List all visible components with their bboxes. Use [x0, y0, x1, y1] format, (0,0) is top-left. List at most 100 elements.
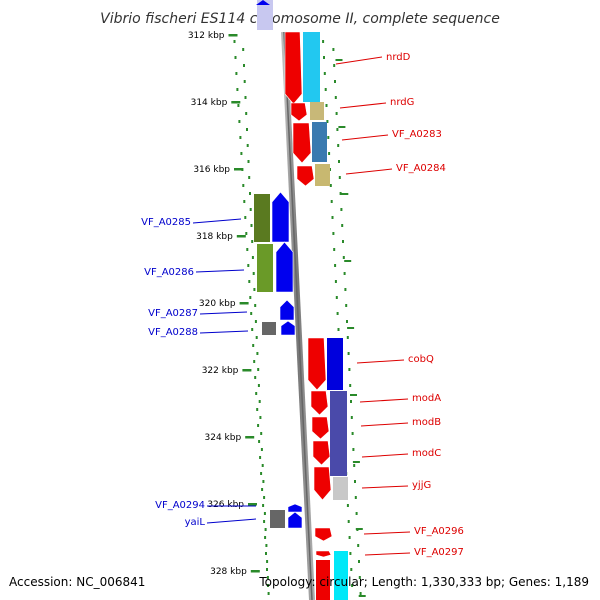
- gene-label-leader: [361, 453, 409, 458]
- gene-label-right[interactable]: modA: [412, 393, 441, 404]
- gene-VF_A0286-arrow: [275, 241, 294, 293]
- gene-label-right[interactable]: nrdD: [386, 52, 411, 63]
- kbp-label: 324 kbp: [205, 433, 242, 443]
- topology-label: Topology: circular; Length: 1,330,333 bp…: [258, 575, 589, 589]
- gene-VF_A0283-arrow: [292, 122, 312, 164]
- gene-VF_A0287-arrow: [279, 299, 295, 321]
- kbp-tick: [347, 327, 355, 329]
- right-track-outer: [332, 48, 362, 595]
- gene-label-left[interactable]: VF_A0285: [141, 217, 191, 228]
- left-track-inner: [242, 48, 270, 595]
- kbp-tick: [242, 369, 252, 372]
- gene-VF_A0288-arrow: [280, 320, 296, 336]
- gene-label-right[interactable]: modC: [412, 448, 441, 459]
- gene-label-leader: [363, 531, 411, 535]
- gene-label-left[interactable]: yaiL: [185, 517, 206, 528]
- gene-nrdG-cog: [310, 102, 324, 120]
- kbp-tick: [350, 394, 357, 396]
- gene-label-left[interactable]: VF_A0287: [148, 308, 198, 319]
- gene-VF_A0286-cog: [257, 244, 273, 292]
- gene-label-left[interactable]: VF_A0294: [155, 500, 205, 511]
- gene-label-right[interactable]: VF_A0297: [414, 547, 464, 558]
- top-gene-fragment: [256, 0, 273, 30]
- accession-label: Accession: NC_006841: [9, 575, 145, 589]
- gene-VF_A0294-arrow: [287, 503, 303, 513]
- gene-label-right[interactable]: modB: [412, 417, 441, 428]
- gene-label-right[interactable]: nrdG: [390, 97, 414, 108]
- gene-cobQ-cog: [327, 338, 343, 390]
- kbp-tick: [355, 528, 363, 530]
- chromosome-backbone: [281, 31, 315, 600]
- gene-label-leader: [345, 168, 393, 175]
- gene-label-leader: [360, 422, 409, 427]
- gene-yjjG-arrow: [313, 466, 332, 501]
- kbp-tick: [250, 570, 260, 573]
- gene-blocks: [254, 31, 348, 600]
- kbp-tick: [231, 101, 241, 104]
- kbp-tick: [344, 260, 352, 262]
- gene-VF_A0297-cog: [334, 551, 348, 600]
- kbp-label: 320 kbp: [199, 299, 236, 309]
- kbp-label: 326 kbp: [207, 500, 244, 510]
- kbp-label: 328 kbp: [210, 567, 247, 577]
- kbp-tick: [352, 461, 360, 463]
- ruler-tracks: [228, 34, 366, 597]
- kbp-tick: [245, 436, 255, 439]
- gene-nrdG-arrow: [290, 102, 308, 122]
- gene-label-leader: [356, 359, 405, 364]
- gene-label-right[interactable]: VF_A0283: [392, 129, 442, 140]
- gene-label-leader: [195, 269, 245, 273]
- gene-label-right[interactable]: cobQ: [408, 354, 434, 365]
- gene-VF_A0285-cog: [254, 194, 270, 242]
- gene-modC-arrow: [312, 440, 331, 466]
- gene-VF_A0285-arrow: [271, 191, 290, 243]
- kbp-labels: 312 kbp 314 kbp 316 kbp 318 kbp 320 kbp 322 k…: [188, 31, 247, 577]
- gene-label-right[interactable]: yjjG: [412, 480, 431, 491]
- kbp-label: 316 kbp: [193, 165, 230, 175]
- gene-yaiL-cog: [270, 510, 285, 528]
- gene-yjjG-cog: [333, 477, 348, 500]
- gene-nrdD-cog: [303, 32, 320, 102]
- gene-label-leader: [364, 552, 411, 556]
- kbp-tick: [248, 503, 257, 506]
- kbp-label: 322 kbp: [202, 366, 239, 376]
- gene-label-left[interactable]: VF_A0288: [148, 327, 198, 338]
- gene-VF_A0288-cog: [262, 322, 276, 335]
- gene-labels: nrdD nrdG VF_A0283 VF_A0284 cobQ modA modB modC…: [141, 52, 464, 558]
- kbp-tick: [341, 193, 349, 195]
- gene-yaiL-arrow: [287, 511, 303, 529]
- kbp-label: 312 kbp: [188, 31, 225, 41]
- kbp-tick: [335, 59, 343, 61]
- gene-nrdD-arrow: [284, 31, 303, 105]
- kbp-tick: [358, 595, 366, 597]
- gene-label-leader: [192, 218, 242, 224]
- gene-label-left[interactable]: VF_A0286: [144, 267, 194, 278]
- gene-label-leader: [206, 518, 257, 524]
- gene-VF_A0297-arrow: [315, 550, 332, 558]
- gene-mod-cog: [330, 391, 347, 476]
- gene-label-leader: [339, 102, 387, 109]
- kbp-tick: [338, 126, 346, 128]
- kbp-label: 318 kbp: [196, 232, 233, 242]
- map-title: Vibrio fischeri ES114 chromosome II, com…: [100, 11, 500, 27]
- kbp-tick: [236, 235, 246, 238]
- gene-modA-arrow: [310, 390, 329, 416]
- gene-label-leader: [341, 134, 389, 141]
- gene-cobQ-arrow: [307, 337, 327, 391]
- gene-label-leader: [335, 56, 383, 65]
- kbp-tick: [228, 34, 238, 37]
- left-track-outer: [233, 40, 269, 587]
- kbp-tick: [239, 302, 249, 305]
- kbp-label: 314 kbp: [191, 98, 228, 108]
- gene-VF_A0284-cog: [315, 164, 330, 186]
- gene-VF_A0283-cog: [312, 122, 327, 162]
- gene-label-leader: [361, 485, 409, 489]
- gene-label-right[interactable]: VF_A0296: [414, 526, 464, 537]
- gene-next-arrow: [316, 560, 330, 600]
- gene-label-right[interactable]: VF_A0284: [396, 163, 446, 174]
- gene-VF_A0296-arrow: [314, 527, 333, 542]
- gene-VF_A0284-arrow: [296, 165, 315, 187]
- gene-label-leader: [199, 311, 248, 315]
- gene-label-leader: [359, 398, 409, 403]
